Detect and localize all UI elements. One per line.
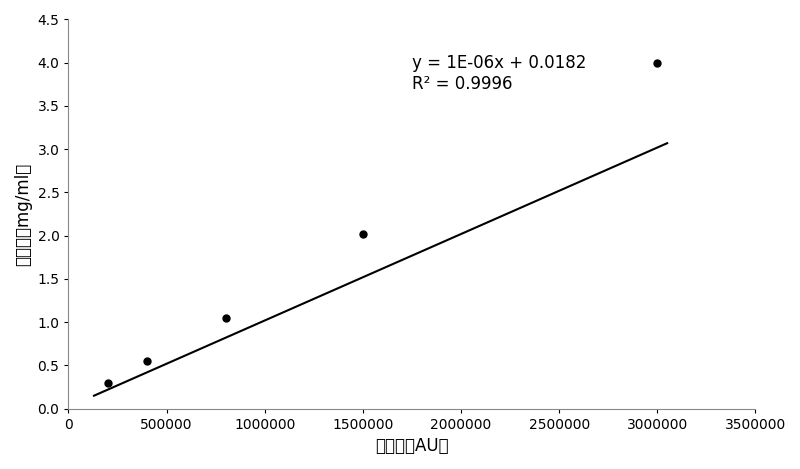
X-axis label: 采样値（AU）: 采样値（AU） xyxy=(375,437,449,455)
Y-axis label: 拟合値（mg/ml）: 拟合値（mg/ml） xyxy=(14,162,32,265)
Text: y = 1E-06x + 0.0182
R² = 0.9996: y = 1E-06x + 0.0182 R² = 0.9996 xyxy=(412,54,586,93)
